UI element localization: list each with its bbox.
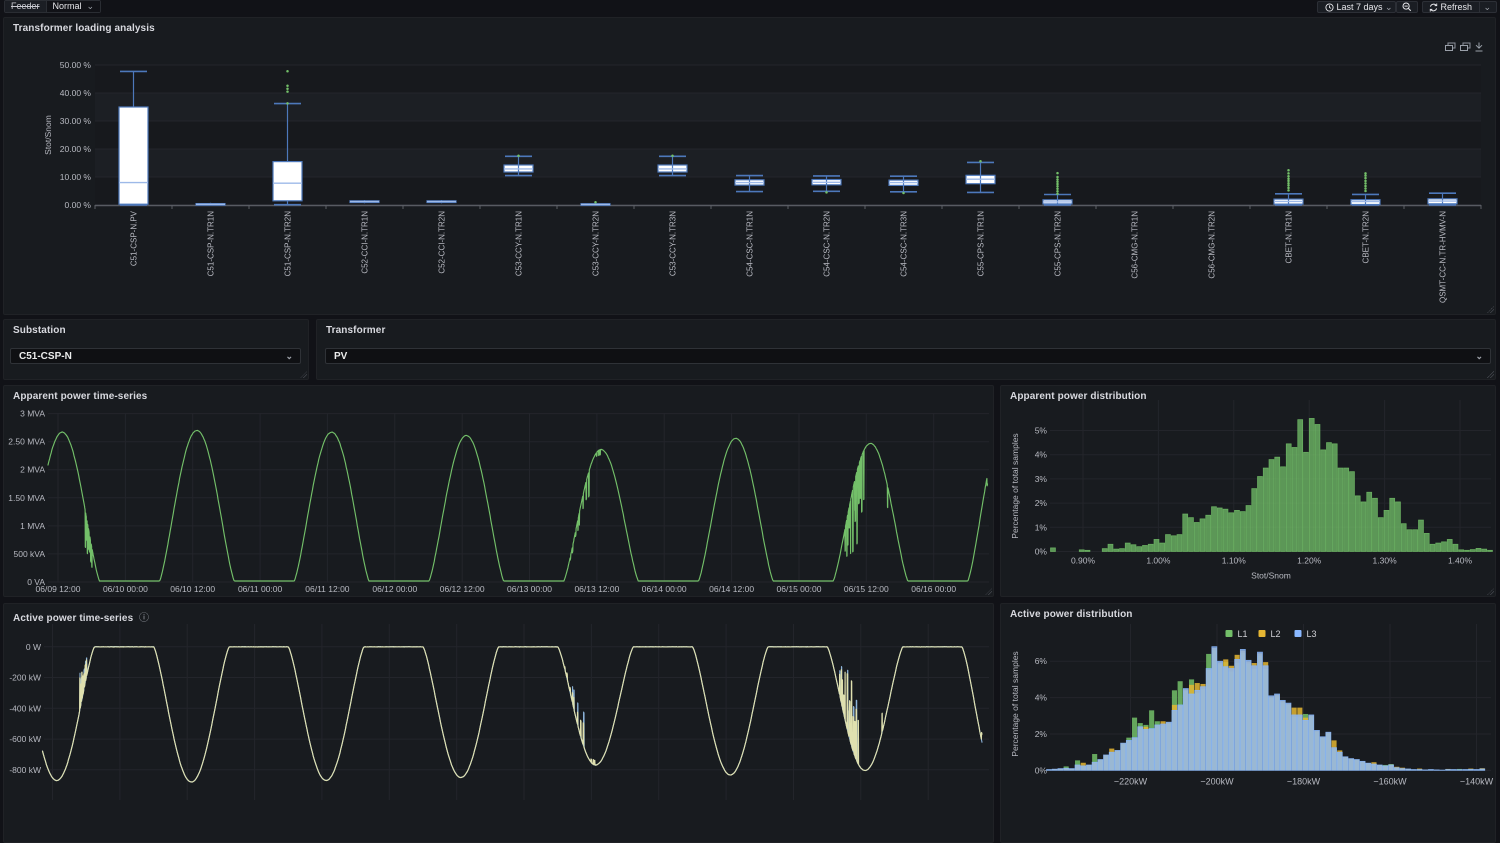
svg-text:1.40%: 1.40% — [1448, 556, 1473, 566]
svg-text:500 kVA: 500 kVA — [13, 549, 45, 559]
svg-text:1.50 MVA: 1.50 MVA — [8, 493, 45, 503]
svg-text:06/15 00:00: 06/15 00:00 — [777, 584, 822, 594]
svg-text:C51-CSP-N.TR1N: C51-CSP-N.TR1N — [207, 211, 216, 277]
svg-text:4%: 4% — [1035, 450, 1048, 460]
svg-text:1%: 1% — [1035, 522, 1048, 532]
svg-text:1 MVA: 1 MVA — [20, 521, 45, 531]
svg-text:0%: 0% — [1035, 547, 1048, 557]
svg-text:06/13 00:00: 06/13 00:00 — [507, 584, 552, 594]
svg-text:6%: 6% — [1035, 656, 1048, 666]
svg-text:-600 kW: -600 kW — [9, 734, 41, 744]
svg-text:C52-CCI-N.TR1N: C52-CCI-N.TR1N — [361, 211, 370, 274]
svg-text:C51-CSP-N.TR2N: C51-CSP-N.TR2N — [284, 211, 293, 277]
svg-text:06/16 00:00: 06/16 00:00 — [911, 584, 956, 594]
svg-text:06/11 00:00: 06/11 00:00 — [238, 584, 283, 594]
svg-text:-200 kW: -200 kW — [9, 673, 41, 683]
svg-text:C52-CCI-N.TR2N: C52-CCI-N.TR2N — [438, 211, 447, 274]
svg-text:C53-CCY-N.TR2N: C53-CCY-N.TR2N — [592, 211, 601, 276]
svg-text:2%: 2% — [1035, 498, 1048, 508]
svg-text:1.20%: 1.20% — [1297, 556, 1322, 566]
svg-text:06/10 00:00: 06/10 00:00 — [103, 584, 148, 594]
svg-text:C54-CSC-N.TR3N: C54-CSC-N.TR3N — [900, 211, 909, 277]
svg-text:Percentage of total samples: Percentage of total samples — [1010, 651, 1020, 756]
svg-text:0 W: 0 W — [26, 642, 41, 652]
svg-text:C51-CSP-N.PV: C51-CSP-N.PV — [130, 210, 139, 266]
svg-text:2.50 MVA: 2.50 MVA — [8, 437, 45, 447]
svg-text:20.00 %: 20.00 % — [60, 144, 92, 154]
svg-text:QSMT-CC-N.TR-HVMV-N: QSMT-CC-N.TR-HVMV-N — [1439, 211, 1448, 303]
svg-text:−160kW: −160kW — [1373, 776, 1407, 786]
svg-text:Percentage of total samples: Percentage of total samples — [1010, 433, 1020, 538]
svg-text:06/09 12:00: 06/09 12:00 — [36, 584, 81, 594]
svg-text:06/14 00:00: 06/14 00:00 — [642, 584, 687, 594]
svg-text:0%: 0% — [1035, 765, 1048, 775]
svg-text:C53-CCY-N.TR1N: C53-CCY-N.TR1N — [515, 211, 524, 276]
svg-text:06/12 00:00: 06/12 00:00 — [372, 584, 417, 594]
svg-text:C55-CPS-N.TR1N: C55-CPS-N.TR1N — [977, 211, 986, 277]
svg-text:30.00 %: 30.00 % — [60, 116, 92, 126]
svg-text:0.90%: 0.90% — [1071, 556, 1096, 566]
svg-text:10.00 %: 10.00 % — [60, 172, 92, 182]
svg-text:2 MVA: 2 MVA — [20, 465, 45, 475]
svg-text:C55-CPS-N.TR2N: C55-CPS-N.TR2N — [1054, 211, 1063, 277]
svg-text:06/12 12:00: 06/12 12:00 — [440, 584, 485, 594]
svg-text:C56-CMG-N.TR2N: C56-CMG-N.TR2N — [1208, 211, 1217, 279]
svg-text:06/13 12:00: 06/13 12:00 — [574, 584, 619, 594]
svg-text:CBET-N.TR2N: CBET-N.TR2N — [1362, 211, 1371, 264]
svg-text:50.00 %: 50.00 % — [60, 60, 92, 70]
svg-text:1.00%: 1.00% — [1146, 556, 1171, 566]
svg-text:C53-CCY-N.TR3N: C53-CCY-N.TR3N — [669, 211, 678, 276]
svg-text:−180kW: −180kW — [1287, 776, 1321, 786]
svg-text:CBET-N.TR1N: CBET-N.TR1N — [1285, 211, 1294, 264]
svg-text:06/14 12:00: 06/14 12:00 — [709, 584, 754, 594]
svg-text:L2: L2 — [1271, 629, 1281, 639]
svg-text:Stot/Snom: Stot/Snom — [1251, 571, 1291, 581]
svg-text:40.00 %: 40.00 % — [60, 88, 92, 98]
svg-text:1.30%: 1.30% — [1373, 556, 1398, 566]
svg-text:2%: 2% — [1035, 729, 1048, 739]
svg-text:06/15 12:00: 06/15 12:00 — [844, 584, 889, 594]
svg-text:1.10%: 1.10% — [1222, 556, 1247, 566]
svg-text:0.00 %: 0.00 % — [65, 200, 92, 210]
svg-text:-800 kW: -800 kW — [9, 765, 41, 775]
svg-text:06/11 12:00: 06/11 12:00 — [305, 584, 350, 594]
svg-text:C54-CSC-N.TR2N: C54-CSC-N.TR2N — [823, 211, 832, 277]
svg-text:L1: L1 — [1238, 629, 1248, 639]
svg-text:−200kW: −200kW — [1200, 776, 1234, 786]
svg-text:-400 kW: -400 kW — [9, 703, 41, 713]
svg-text:4%: 4% — [1035, 693, 1048, 703]
svg-text:Stot/Snom: Stot/Snom — [43, 115, 53, 155]
svg-text:C54-CSC-N.TR1N: C54-CSC-N.TR1N — [746, 211, 755, 277]
svg-text:−140kW: −140kW — [1460, 776, 1494, 786]
svg-text:5%: 5% — [1035, 426, 1048, 436]
svg-text:−220kW: −220kW — [1114, 776, 1148, 786]
svg-text:3%: 3% — [1035, 474, 1048, 484]
svg-text:3 MVA: 3 MVA — [20, 409, 45, 419]
svg-text:L3: L3 — [1307, 629, 1317, 639]
svg-text:C56-CMG-N.TR1N: C56-CMG-N.TR1N — [1131, 211, 1140, 279]
svg-text:06/10 12:00: 06/10 12:00 — [170, 584, 215, 594]
